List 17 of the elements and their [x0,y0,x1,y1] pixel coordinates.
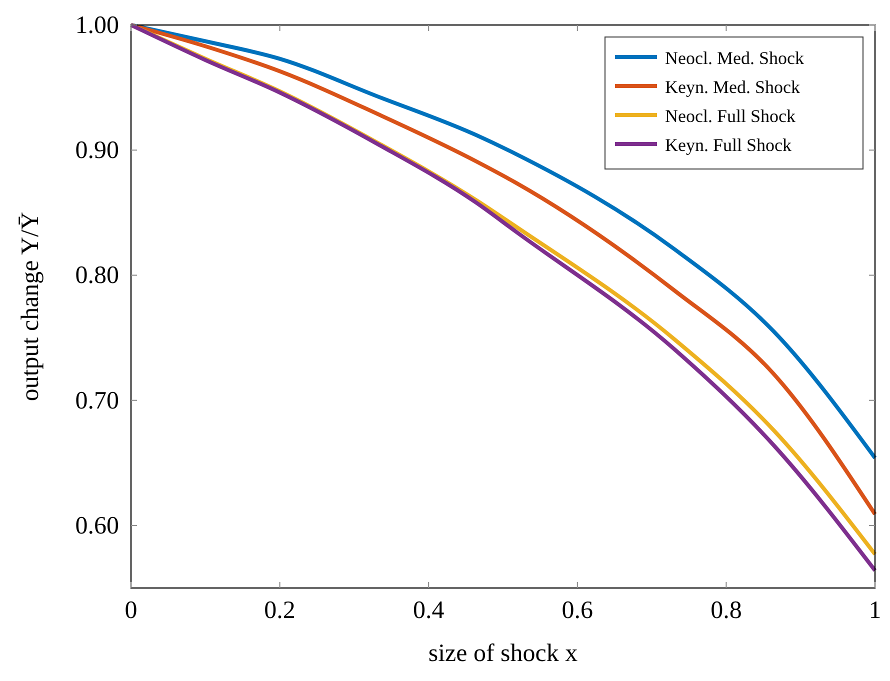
legend-label: Keyn. Full Shock [665,135,792,155]
legend-label: Neocl. Full Shock [665,106,796,126]
y-tick-label: 0.70 [75,387,119,414]
x-tick-label: 0 [124,597,138,624]
y-tick-label: 0.60 [75,512,119,540]
legend-label: Neocl. Med. Shock [665,48,804,68]
x-tick-label: 0.4 [412,597,445,624]
x-tick-label: 0.2 [264,597,296,624]
y-tick-label: 1.00 [75,12,119,39]
y-tick-label: 0.90 [75,137,119,164]
x-tick-label: 1 [868,597,882,624]
legend-label: Keyn. Med. Shock [665,77,800,97]
y-tick-label: 0.80 [75,262,119,290]
x-axis-title: size of shock x [428,640,578,667]
y-axis-title: output change Y/Ȳ [17,212,44,402]
x-tick-label: 0.8 [710,597,742,624]
x-tick-label: 0.6 [562,597,594,624]
